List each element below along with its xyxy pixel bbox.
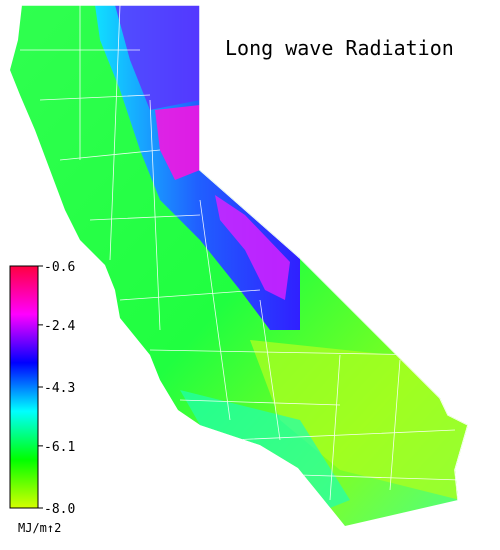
magenta-north (155, 105, 200, 180)
colorbar-tick-label: -8.0 (44, 502, 75, 517)
colorbar-tick-label: -4.3 (44, 381, 75, 396)
north-high (115, 5, 200, 110)
desert-region (250, 340, 468, 500)
colorbar-unit-label: MJ/m↑2 (18, 521, 61, 535)
colorbar: -0.6 -2.4 -4.3 -6.1 -8.0 (9, 260, 75, 517)
colorbar-tick-label: -2.4 (44, 319, 75, 334)
colorbar-ramp (9, 265, 39, 509)
county-lines (20, 5, 461, 501)
map-title: Long wave Radiation (225, 36, 454, 60)
colorbar-tick-label: -6.1 (44, 440, 75, 455)
colorbar-tick-label: -0.6 (44, 260, 75, 275)
magenta-south (215, 195, 290, 300)
